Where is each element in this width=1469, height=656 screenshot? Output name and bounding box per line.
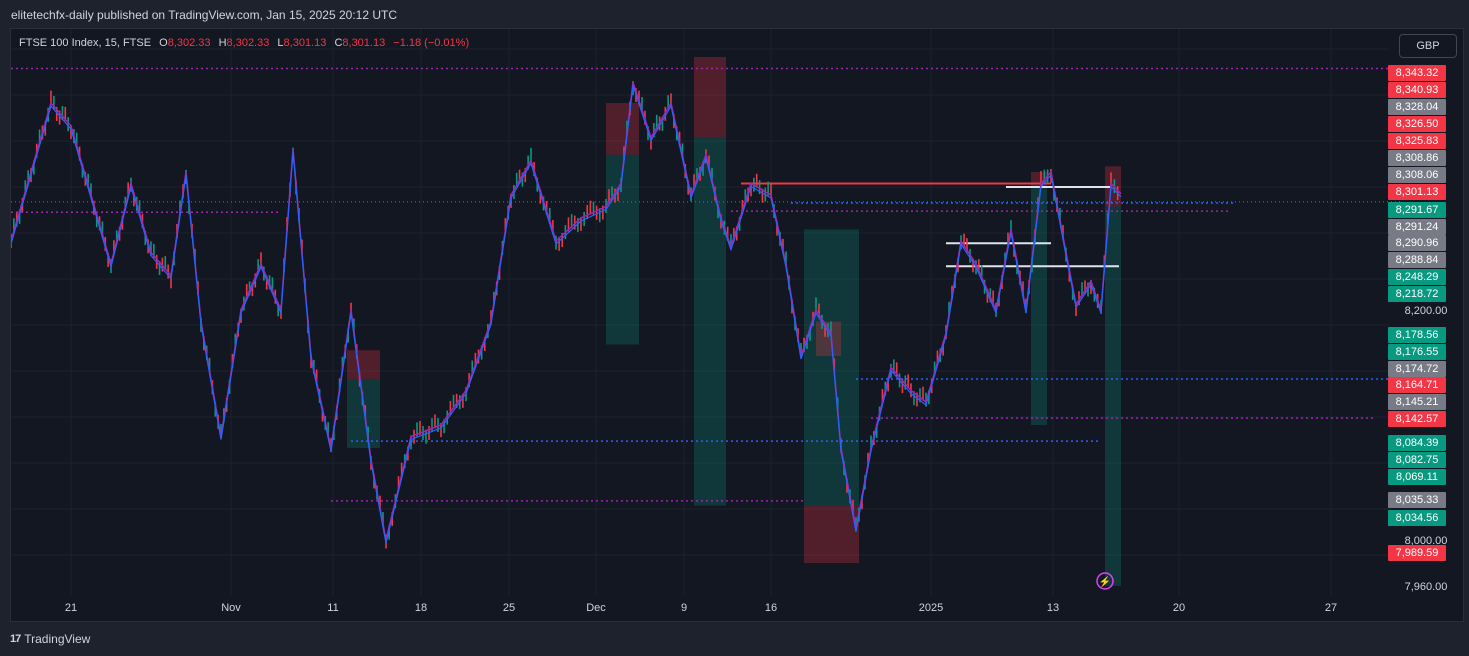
- take-profit-zone: [804, 229, 859, 506]
- x-tick-label: 21: [65, 602, 77, 614]
- price-chart[interactable]: 21 Nov 11 18 25 Dec 9 16 2025 13 20 27 8,200.00 8,000…: [11, 29, 1463, 621]
- x-tick-label: Dec: [586, 602, 606, 614]
- x-tick-label: 11: [327, 602, 338, 614]
- close-value: 8,301.13: [342, 37, 386, 49]
- price-label: 8,291.24: [1388, 219, 1446, 235]
- close-label: C: [334, 37, 343, 49]
- symbol-name: FTSE 100 Index, 15, FTSE: [19, 37, 152, 49]
- take-profit-zone: [606, 154, 639, 345]
- price-label: 8,142.57: [1388, 411, 1446, 427]
- open-label: O: [159, 37, 168, 49]
- take-profit-zone: [1031, 183, 1047, 425]
- x-tick-label: 16: [765, 602, 777, 614]
- price-label: 8,248.29: [1388, 269, 1446, 285]
- price-label: 8,326.50: [1388, 116, 1446, 132]
- price-label: 8,325.83: [1388, 133, 1446, 149]
- price-label: 8,301.13: [1388, 184, 1446, 200]
- x-tick-label: 2025: [919, 602, 943, 614]
- y-tick-label: 8,200.00: [1405, 305, 1448, 317]
- x-tick-label: 27: [1325, 602, 1337, 614]
- tradingview-logo-icon: 17: [10, 633, 21, 645]
- price-label: 8,308.06: [1388, 167, 1446, 183]
- y-tick-label: 8,000.00: [1405, 535, 1448, 547]
- stop-loss-zone: [606, 103, 639, 155]
- low-value: 8,301.13: [283, 37, 327, 49]
- currency-button[interactable]: GBP: [1399, 34, 1457, 58]
- high-label: H: [218, 37, 227, 49]
- take-profit-zone: [347, 379, 380, 448]
- publisher-bar: elitetechfx-daily published on TradingVi…: [0, 0, 1469, 28]
- publisher-text: elitetechfx-daily published on TradingVi…: [11, 8, 398, 22]
- alert-icon: [1096, 572, 1114, 590]
- stop-loss-zone: [694, 57, 726, 138]
- take-profit-zone: [1105, 206, 1121, 586]
- price-label: 8,176.55: [1388, 344, 1446, 360]
- change-value: −1.18 (−0.01%): [393, 37, 470, 49]
- price-label: 8,290.96: [1388, 235, 1446, 251]
- stop-loss-zone: [1031, 172, 1047, 184]
- moving-average-purple: [11, 82, 1122, 541]
- footer-bar: 17 TradingView: [0, 622, 1469, 656]
- price-label: 8,291.67: [1388, 202, 1446, 218]
- symbol-legend: FTSE 100 Index, 15, FTSE O8,302.33 H8,30…: [19, 37, 469, 49]
- price-label: 8,343.32: [1388, 65, 1446, 81]
- price-label: 7,989.59: [1388, 545, 1446, 561]
- x-tick-label: Nov: [221, 602, 241, 614]
- price-label: 8,034.56: [1388, 510, 1446, 526]
- price-label: 8,069.11: [1388, 469, 1446, 485]
- moving-average-blue: [11, 85, 1122, 544]
- x-tick-label: 18: [415, 602, 427, 614]
- price-label: 8,035.33: [1388, 492, 1446, 508]
- stop-loss-zone: [347, 350, 380, 379]
- price-label: 8,164.71: [1388, 377, 1446, 393]
- price-label: 8,218.72: [1388, 286, 1446, 302]
- high-value: 8,302.33: [226, 37, 270, 49]
- alert-icon-glyph: ⚡: [1099, 575, 1111, 588]
- x-tick-label: 25: [503, 602, 515, 614]
- open-value: 8,302.33: [167, 37, 211, 49]
- y-tick-label: 7,960.00: [1405, 581, 1448, 593]
- price-label: 8,082.75: [1388, 452, 1446, 468]
- price-label: 8,178.56: [1388, 327, 1446, 343]
- stop-loss-zone: [804, 505, 859, 563]
- price-label: 8,084.39: [1388, 435, 1446, 451]
- price-label: 8,288.84: [1388, 252, 1446, 268]
- brand-text: TradingView: [24, 632, 91, 646]
- price-label: 8,340.93: [1388, 82, 1446, 98]
- x-tick-label: 9: [681, 602, 687, 614]
- low-label: L: [277, 37, 284, 49]
- price-label: 8,328.04: [1388, 99, 1446, 115]
- chart-area[interactable]: 21 Nov 11 18 25 Dec 9 16 2025 13 20 27 8,200.00 8,000…: [10, 28, 1464, 622]
- x-tick-label: 20: [1173, 602, 1185, 614]
- price-label: 8,174.72: [1388, 361, 1446, 377]
- tradingview-logo[interactable]: 17 TradingView: [10, 632, 90, 646]
- x-tick-label: 13: [1047, 602, 1059, 614]
- take-profit-zone: [694, 137, 726, 506]
- price-label: 8,308.86: [1388, 150, 1446, 166]
- price-label: 8,145.21: [1388, 394, 1446, 410]
